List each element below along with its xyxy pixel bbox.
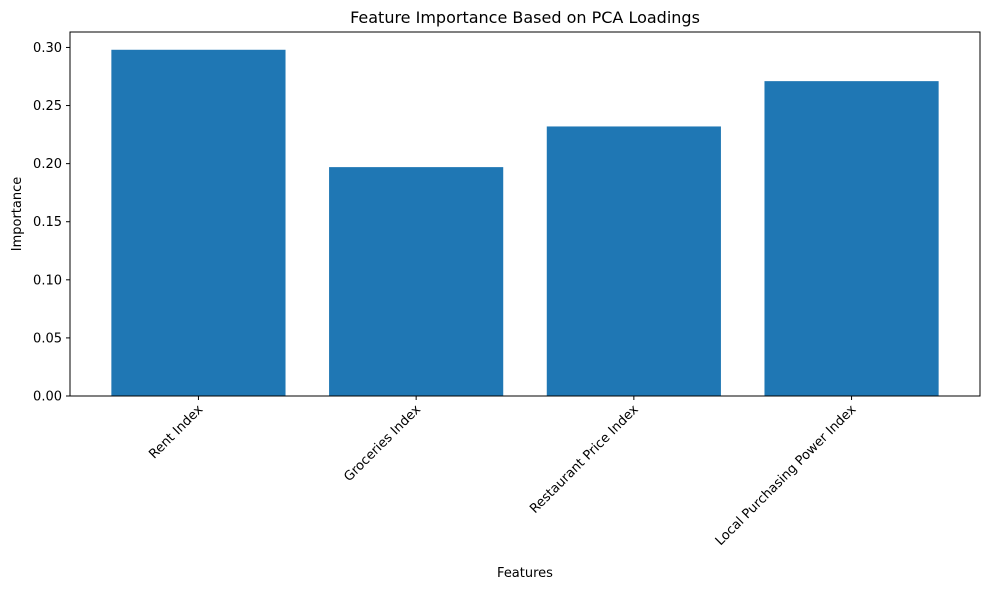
chart-title: Feature Importance Based on PCA Loadings <box>350 8 700 27</box>
y-tick-label-3: 0.15 <box>33 215 62 230</box>
y-tick-label-0: 0.00 <box>33 390 62 405</box>
y-tick-label-2: 0.10 <box>33 273 62 288</box>
y-tick-label-6: 0.30 <box>33 41 62 56</box>
bar-2 <box>546 126 721 397</box>
y-axis-label: Importance <box>10 177 25 252</box>
bar-1 <box>329 167 504 396</box>
plot-frame <box>69 31 981 397</box>
y-tick-label-1: 0.05 <box>33 331 62 346</box>
x-axis-label: Features <box>497 566 553 581</box>
bars-group <box>111 49 939 397</box>
y-tick-label-5: 0.25 <box>33 99 62 114</box>
bar-0 <box>111 49 286 396</box>
y-axis-ticks: 0.00 0.05 0.10 0.15 0.20 0.25 0.30 <box>33 41 70 405</box>
y-tick-label-4: 0.20 <box>33 157 62 172</box>
bar-3 <box>764 81 939 396</box>
